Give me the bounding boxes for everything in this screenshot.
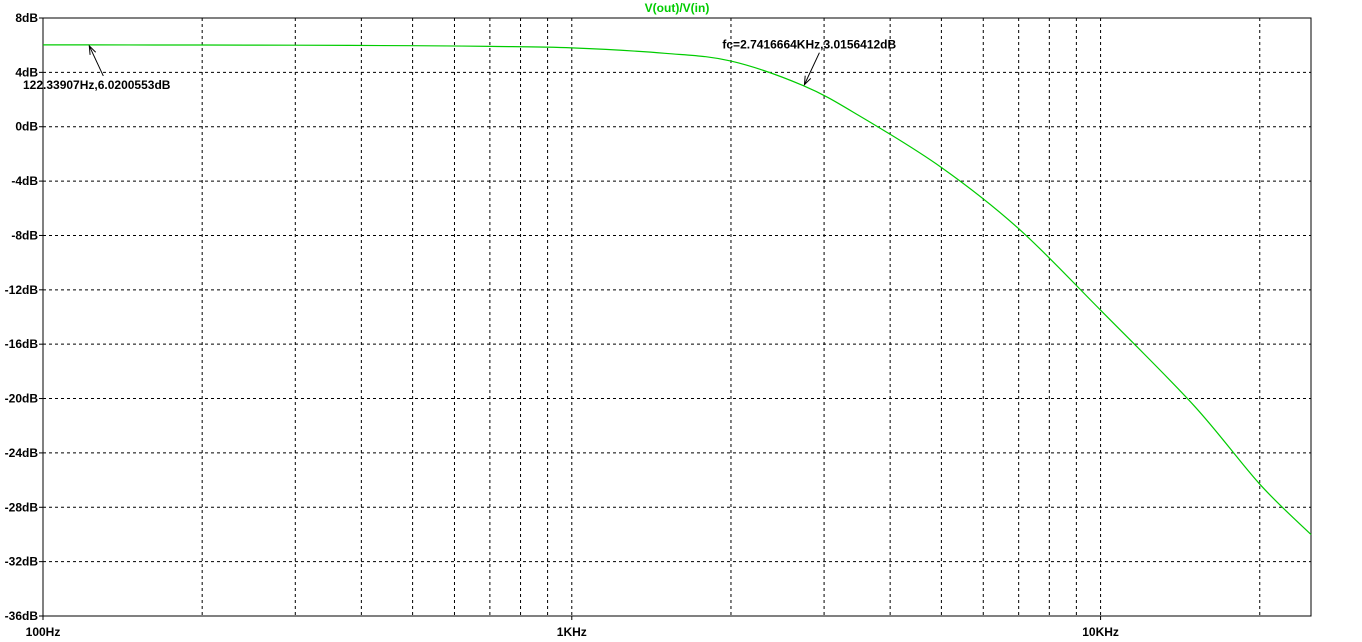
series-line bbox=[43, 44, 1312, 535]
x-tick-label: 1KHz bbox=[557, 625, 587, 639]
x-tick-label: 10KHz bbox=[1082, 625, 1119, 639]
y-tick-label: -32dB bbox=[5, 555, 39, 569]
chart-title: V(out)/V(in) bbox=[645, 1, 710, 15]
y-tick-label: 4dB bbox=[15, 65, 38, 79]
annotation-arrow-head bbox=[88, 44, 97, 55]
axes: 8dB 4dB 0dB -4dB -8dB -12dB -16dB -20dB -24dB -28… bbox=[5, 11, 1312, 639]
annotation-arrow-line bbox=[803, 52, 820, 85]
y-tick-label: -12dB bbox=[5, 283, 39, 297]
y-tick-label: -24dB bbox=[5, 446, 39, 460]
y-tick-label: 8dB bbox=[15, 11, 38, 25]
x-tick-label: 100Hz bbox=[26, 625, 61, 639]
plot-frame bbox=[42, 17, 1312, 617]
annotation-label: 122.33907Hz,6.0200553dB bbox=[23, 78, 171, 92]
y-tick-label: -36dB bbox=[5, 609, 39, 623]
y-tick-label: -16dB bbox=[5, 337, 39, 351]
y-tick-label: 0dB bbox=[15, 120, 38, 134]
y-tick-label: -20dB bbox=[5, 392, 39, 406]
y-tick-label: -8dB bbox=[11, 228, 38, 242]
grid bbox=[43, 18, 1311, 616]
annotation-label: fc=2.7416664KHz,3.0156412dB bbox=[722, 38, 896, 52]
annotation-arrow-line bbox=[88, 45, 104, 77]
annotations: 122.33907Hz,6.0200553dB fc=2.7416664KHz,3… bbox=[23, 38, 897, 92]
y-tick-label: -28dB bbox=[5, 500, 39, 514]
annotation-arrow-head bbox=[803, 75, 812, 87]
series-layer bbox=[43, 44, 1312, 535]
y-tick-label: -4dB bbox=[11, 174, 38, 188]
